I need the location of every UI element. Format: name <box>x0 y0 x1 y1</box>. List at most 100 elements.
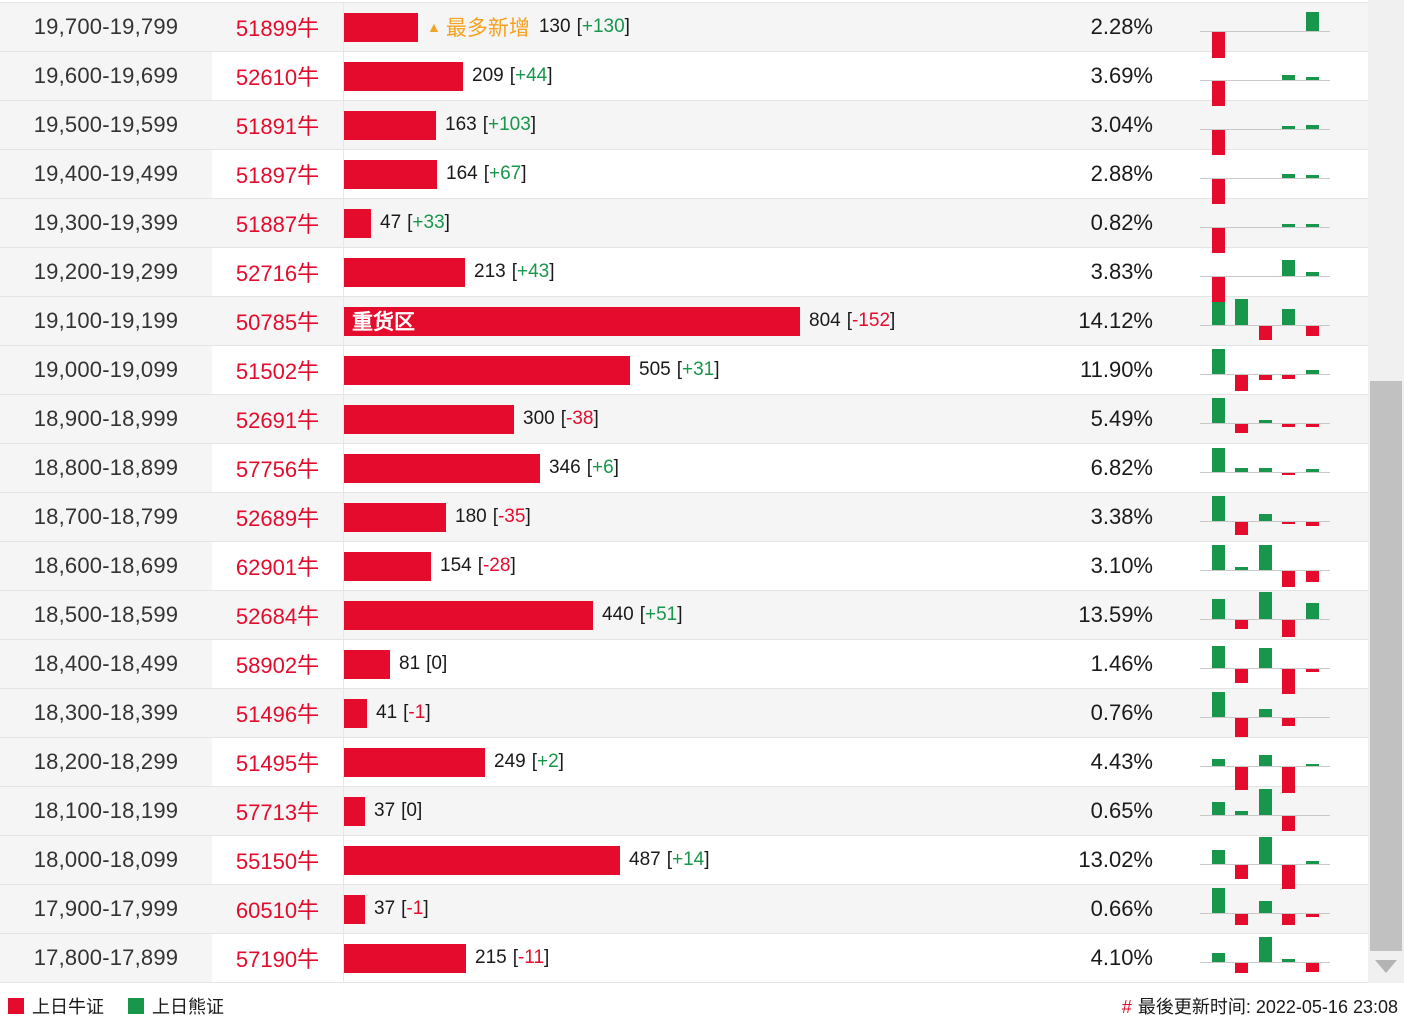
spacer <box>1155 640 1200 688</box>
mini-bear-bar <box>1306 272 1319 276</box>
spacer <box>1155 395 1200 443</box>
bar-value: 440 <box>602 604 634 625</box>
mini-chart <box>1200 934 1330 982</box>
bracket-close: ] <box>544 947 550 968</box>
bar-cell: 215 [-11] <box>343 934 1000 982</box>
mini-bear-bar <box>1306 224 1319 227</box>
mini-chart-baseline <box>1200 276 1330 277</box>
cbbc-code: 51897牛 <box>235 163 320 188</box>
mini-bear-bar <box>1306 77 1319 80</box>
mini-bull-bar <box>1282 914 1295 925</box>
cbbc-code: 52684牛 <box>235 604 320 629</box>
cbbc-code: 51496牛 <box>235 702 320 727</box>
right-pad <box>1330 885 1368 933</box>
bull-swatch-icon <box>8 997 24 1014</box>
mini-bull-bar <box>1306 424 1319 427</box>
price-range: 19,500-19,599 <box>0 101 212 149</box>
cbbc-code: 52610牛 <box>235 65 320 90</box>
bar-value: 505 <box>639 359 671 380</box>
cbbc-code: 52691牛 <box>235 408 320 433</box>
mini-chart-baseline <box>1200 227 1330 228</box>
cbbc-code: 51899牛 <box>235 16 320 41</box>
percent: 13.59% <box>1078 602 1153 627</box>
bar-value: 41 <box>376 702 398 723</box>
mini-bear-bar <box>1282 126 1295 129</box>
price-range: 18,000-18,099 <box>0 836 212 884</box>
mini-bear-bar <box>1212 759 1225 766</box>
spacer <box>1155 934 1200 982</box>
percent: 6.82% <box>1090 455 1153 480</box>
right-pad <box>1330 542 1368 590</box>
bracket-close: ] <box>549 261 555 282</box>
bar-value: 180 <box>455 506 487 527</box>
bracket-open: [ <box>482 114 488 135</box>
table-row: 18,700-18,799 52689牛 180 [-35] 3.38% <box>0 493 1368 542</box>
scrollbar-thumb[interactable] <box>1370 381 1402 951</box>
spacer <box>1155 738 1200 786</box>
mini-bear-bar <box>1212 646 1225 668</box>
price-range: 18,400-18,499 <box>0 640 212 688</box>
legend: 上日牛证 上日熊证 <box>8 993 248 1019</box>
spacer <box>1155 689 1200 737</box>
delta-value: +14 <box>671 849 705 870</box>
mini-bear-bar <box>1306 861 1319 864</box>
mini-bear-bar <box>1212 599 1225 619</box>
percent: 4.10% <box>1090 945 1153 970</box>
mini-bull-bar <box>1235 669 1248 683</box>
bar-value: 154 <box>440 555 472 576</box>
delta-value: +31 <box>681 359 715 380</box>
cbbc-code: 52689牛 <box>235 506 320 531</box>
update-time-text: 最後更新时间: 2022-05-16 23:08 <box>1137 996 1398 1017</box>
mini-bear-bar <box>1259 901 1272 913</box>
table-row: 18,900-18,999 52691牛 300 [-38] 5.49% <box>0 395 1368 444</box>
spacer <box>1155 591 1200 639</box>
mini-chart-baseline <box>1200 619 1330 620</box>
bracket-open: [ <box>531 751 537 772</box>
scrollbar-down-arrow[interactable] <box>1375 960 1397 973</box>
bar-value: 487 <box>629 849 661 870</box>
bull-bar <box>344 747 485 777</box>
triangle-up-icon: ▲ <box>427 19 441 35</box>
right-pad <box>1330 199 1368 247</box>
percent: 0.66% <box>1090 896 1153 921</box>
right-pad <box>1330 3 1368 51</box>
right-pad <box>1330 689 1368 737</box>
mini-bear-bar <box>1282 174 1295 178</box>
mini-chart-baseline <box>1200 374 1330 375</box>
mini-bull-bar <box>1282 375 1295 379</box>
bracket-open: [ <box>426 653 432 674</box>
percent: 3.04% <box>1090 112 1153 137</box>
bull-bar <box>344 845 620 875</box>
cbbc-code: 52716牛 <box>235 261 320 286</box>
mini-chart-baseline <box>1200 766 1330 767</box>
bull-bar <box>344 159 437 189</box>
cbbc-code: 57756牛 <box>235 457 320 482</box>
bar-cell: ▲ 最多新增 130 [+130] <box>343 3 1000 51</box>
bracket-close: ] <box>510 555 516 576</box>
delta-value: +43 <box>516 261 550 282</box>
bracket-open: [ <box>846 310 852 331</box>
bracket-close: ] <box>558 751 564 772</box>
bracket-close: ] <box>442 653 448 674</box>
bar-value: 213 <box>474 261 506 282</box>
scrollbar-track[interactable] <box>1368 0 1404 984</box>
right-pad <box>1330 52 1368 100</box>
mini-bear-bar <box>1282 309 1295 325</box>
mini-bear-bar <box>1212 349 1225 374</box>
price-range: 18,200-18,299 <box>0 738 212 786</box>
mini-bull-bar <box>1282 424 1295 427</box>
bracket-close: ] <box>521 163 527 184</box>
mini-chart <box>1200 346 1330 394</box>
mini-chart-baseline <box>1200 570 1330 571</box>
bar-cell: 154 [-28] <box>343 542 1000 590</box>
spacer <box>1155 346 1200 394</box>
bar-cell: 346 [+6] <box>343 444 1000 492</box>
cbbc-code: 51495牛 <box>235 751 320 776</box>
delta-value: +6 <box>591 457 614 478</box>
bar-cell: 213 [+43] <box>343 248 1000 296</box>
price-range: 19,300-19,399 <box>0 199 212 247</box>
cbbc-code: 58902牛 <box>235 653 320 678</box>
mini-bear-bar <box>1212 802 1225 815</box>
table-row: 18,500-18,599 52684牛 440 [+51] 13.59% <box>0 591 1368 640</box>
bar-value: 804 <box>809 310 841 331</box>
